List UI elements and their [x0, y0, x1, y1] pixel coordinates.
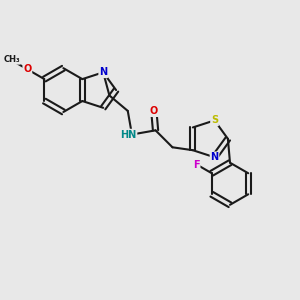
Text: S: S — [211, 116, 218, 125]
Text: O: O — [23, 64, 32, 74]
Text: F: F — [193, 160, 200, 170]
Text: HN: HN — [120, 130, 136, 140]
Text: O: O — [150, 106, 158, 116]
Text: N: N — [99, 67, 107, 77]
Text: N: N — [211, 152, 219, 162]
Text: CH₃: CH₃ — [4, 55, 20, 64]
